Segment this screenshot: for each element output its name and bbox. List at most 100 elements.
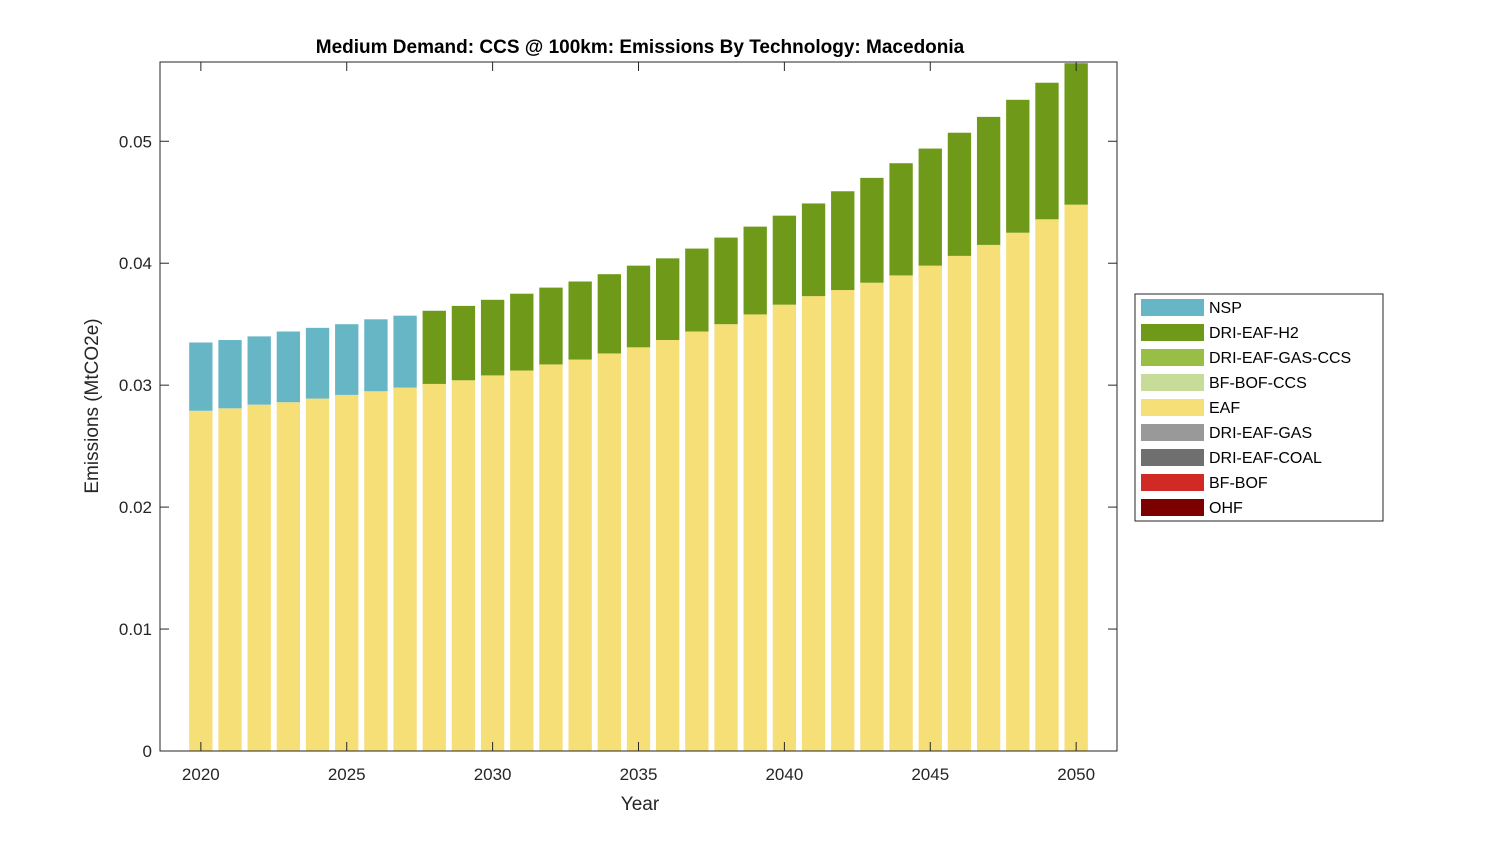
bar-eaf-2047: [976, 244, 1001, 751]
bar-eaf-2022: [247, 404, 271, 751]
bar-eaf-2049: [1035, 219, 1059, 751]
bar-eaf-2040: [772, 304, 797, 751]
bar-dri-eaf-h2-2040: [772, 215, 797, 305]
bar-eaf-2020: [189, 410, 213, 751]
bar-dri-eaf-h2-2032: [539, 287, 563, 365]
bar-dri-eaf-h2-2035: [626, 265, 651, 348]
bar-dri-eaf-h2-2030: [480, 299, 505, 376]
legend: NSP DRI-EAF-H2 DRI-EAF-GAS-CCS BF-BOF-CCS EA…: [1134, 293, 1384, 522]
x-tick-label: 2035: [620, 765, 658, 784]
bar-eaf-2025: [335, 394, 359, 751]
legend-swatch-bf-bof: [1141, 474, 1204, 491]
legend-label-dri-eaf-coal: DRI-EAF-COAL: [1209, 450, 1322, 467]
bar-eaf-2031: [510, 370, 534, 751]
bar-dri-eaf-h2-2037: [685, 248, 709, 332]
bar-eaf-2030: [480, 375, 505, 751]
legend-swatch-dri-eaf-coal: [1141, 449, 1204, 466]
bar-nsp-2021: [218, 340, 242, 409]
x-tick-label: 2020: [182, 765, 220, 784]
bar-nsp-2023: [276, 331, 301, 403]
y-tick-label: 0.03: [119, 376, 152, 395]
bar-eaf-2021: [218, 408, 242, 751]
bar-eaf-2038: [714, 324, 738, 751]
x-axis: 2020 2025 2030 2035 2040 2045 2050: [182, 62, 1095, 784]
bar-dri-eaf-h2-2038: [714, 237, 738, 325]
bar-eaf-2036: [656, 340, 680, 751]
bar-dri-eaf-h2-2033: [568, 281, 592, 360]
bar-eaf-2034: [597, 353, 621, 751]
bar-dri-eaf-h2-2046: [947, 132, 972, 256]
legend-label-ohf: OHF: [1209, 500, 1243, 517]
bar-nsp-2022: [247, 336, 271, 405]
bar-eaf-2026: [364, 391, 388, 751]
bar-eaf-2046: [947, 255, 972, 751]
bar-dri-eaf-h2-2045: [918, 148, 942, 266]
y-axis-label: Emissions (MtCO2e): [82, 318, 103, 493]
y-tick-label: 0.02: [119, 498, 152, 517]
y-tick-label: 0.01: [119, 620, 152, 639]
bar-dri-eaf-h2-2048: [1006, 99, 1030, 233]
bar-dri-eaf-h2-2028: [422, 310, 446, 384]
bar-nsp-2025: [335, 324, 359, 395]
bar-dri-eaf-h2-2036: [656, 258, 680, 341]
x-tick-label: 2050: [1057, 765, 1095, 784]
bar-dri-eaf-h2-2031: [510, 293, 534, 371]
x-tick-label: 2040: [765, 765, 803, 784]
bar-eaf-2023: [276, 402, 301, 751]
bar-eaf-2028: [422, 383, 446, 751]
bar-dri-eaf-h2-2044: [889, 163, 913, 276]
bar-eaf-2045: [918, 265, 942, 751]
bar-dri-eaf-h2-2042: [831, 191, 855, 291]
legend-label-bf-bof-ccs: BF-BOF-CCS: [1209, 375, 1307, 392]
bar-nsp-2020: [189, 342, 213, 411]
y-axis: 0 0.01 0.02 0.03 0.04 0.05: [119, 132, 1117, 761]
bar-nsp-2024: [305, 327, 330, 399]
y-tick-label: 0: [143, 742, 152, 761]
bar-eaf-2032: [539, 364, 563, 751]
x-tick-label: 2030: [474, 765, 512, 784]
legend-swatch-nsp: [1141, 299, 1204, 316]
bar-eaf-2037: [685, 331, 709, 751]
legend-label-nsp: NSP: [1209, 300, 1242, 317]
bar-nsp-2027: [393, 315, 417, 388]
bar-eaf-2048: [1006, 232, 1030, 752]
bar-eaf-2024: [305, 398, 330, 751]
bar-eaf-2039: [743, 314, 767, 751]
bar-eaf-2033: [568, 359, 592, 751]
legend-swatch-dri-eaf-gas-ccs: [1141, 349, 1204, 366]
bar-dri-eaf-h2-2029: [451, 305, 476, 381]
legend-swatch-eaf: [1141, 399, 1204, 416]
chart-title: Medium Demand: CCS @ 100km: Emissions By…: [316, 37, 965, 58]
bar-dri-eaf-h2-2049: [1035, 82, 1059, 220]
bar-dri-eaf-h2-2039: [743, 226, 767, 315]
bar-eaf-2050: [1064, 204, 1088, 752]
legend-swatch-ohf: [1141, 499, 1204, 516]
bar-eaf-2035: [626, 347, 651, 751]
bar-dri-eaf-h2-2050: [1064, 63, 1088, 205]
bar-dri-eaf-h2-2034: [597, 274, 621, 354]
bar-dri-eaf-h2-2043: [860, 177, 884, 283]
bar-eaf-2043: [860, 282, 884, 751]
legend-swatch-bf-bof-ccs: [1141, 374, 1204, 391]
legend-label-dri-eaf-gas-ccs: DRI-EAF-GAS-CCS: [1209, 350, 1351, 367]
bar-dri-eaf-h2-2047: [976, 116, 1001, 245]
legend-swatch-dri-eaf-h2: [1141, 324, 1204, 341]
bars-group: [189, 63, 1088, 752]
y-tick-label: 0.05: [119, 132, 152, 151]
bar-eaf-2041: [801, 296, 826, 751]
bar-eaf-2027: [393, 387, 417, 751]
y-tick-label: 0.04: [119, 254, 152, 273]
legend-swatch-dri-eaf-gas: [1141, 424, 1204, 441]
x-axis-label: Year: [621, 794, 660, 815]
legend-label-eaf: EAF: [1209, 400, 1240, 417]
legend-label-dri-eaf-gas: DRI-EAF-GAS: [1209, 425, 1312, 442]
bar-nsp-2026: [364, 319, 388, 392]
x-tick-label: 2025: [328, 765, 366, 784]
bar-eaf-2042: [831, 290, 855, 751]
bar-eaf-2044: [889, 275, 913, 751]
bar-eaf-2029: [451, 380, 476, 751]
legend-label-bf-bof: BF-BOF: [1209, 475, 1268, 492]
bar-dri-eaf-h2-2041: [801, 203, 826, 297]
legend-label-dri-eaf-h2: DRI-EAF-H2: [1209, 325, 1299, 342]
